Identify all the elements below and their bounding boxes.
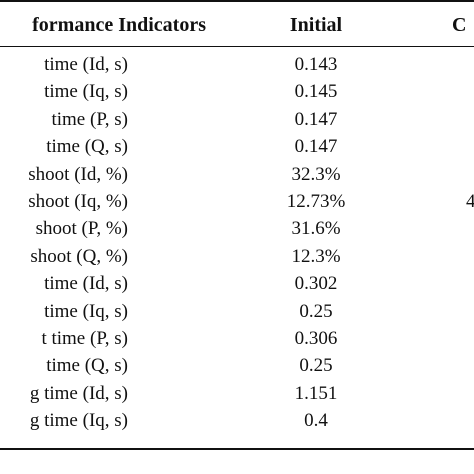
table-row: t time (P, s) 0.306 [0,325,474,352]
indicator-cell: time (Id, s) [44,54,128,75]
table-row: time (Id, s) 0.143 [0,51,474,78]
indicator-cell: time (Iq, s) [44,81,128,103]
table-row: g time (Iq, s) 0.4 [0,407,474,434]
header-performance-indicators: formance Indicators [32,14,206,36]
indicator-cell: t time (P, s) [41,327,128,349]
table-row: time (P, s) 0.147 [0,106,474,133]
table-row: shoot (P, %) 31.6% [0,215,474,242]
indicator-cell: g time (Id, s) [29,382,128,404]
initial-value-cell: 31.6% [291,218,341,240]
table-row: shoot (Iq, %) 12.73% 4 [0,188,474,215]
table-header-rule [0,46,474,47]
table-row: time (Q, s) 0.25 [0,352,474,379]
table-row: g time (Id, s) 1.151 [0,380,474,407]
initial-value-cell: 12.73% [286,190,346,212]
initial-value-cell: 0.25 [299,300,333,322]
indicator-cell: shoot (Iq, %) [28,190,128,212]
initial-value-cell: 0.4 [304,410,328,432]
initial-value-cell: 0.145 [294,81,338,103]
table-row: time (Q, s) 0.147 [0,133,474,160]
table-row: time (Iq, s) 0.145 [0,78,474,105]
initial-value-cell: 1.151 [294,382,338,404]
next-column-cell: 4 [466,190,474,212]
header-next-column: C [452,14,467,36]
initial-value-cell: 0.147 [294,136,338,158]
table-top-rule [0,0,474,2]
initial-value-cell: 0.143 [294,54,338,75]
initial-value-cell: 32.3% [291,163,341,185]
indicator-cell: time (P, s) [51,108,128,130]
indicator-cell: g time (Iq, s) [29,410,128,432]
initial-value-cell: 0.147 [294,108,338,130]
indicator-cell: time (Q, s) [46,355,128,377]
indicator-cell: shoot (Q, %) [30,245,128,267]
indicator-cell: time (Q, s) [46,136,128,158]
header-initial: Initial [289,14,343,36]
table-row: time (Id, s) 0.302 [0,270,474,297]
initial-value-cell: 0.302 [294,273,338,295]
table-row: time (Iq, s) 0.25 [0,298,474,325]
table-bottom-rule [0,448,474,450]
initial-value-cell: 0.306 [294,327,338,349]
initial-value-cell: 12.3% [291,245,341,267]
table-row: shoot (Q, %) 12.3% [0,243,474,270]
indicator-cell: time (Iq, s) [44,300,128,322]
indicator-cell: shoot (Id, %) [28,163,128,185]
initial-value-cell: 0.25 [299,355,333,377]
indicator-cell: shoot (P, %) [35,218,128,240]
indicator-cell: time (Id, s) [44,273,128,295]
table-body: time (Id, s) 0.143 time (Iq, s) 0.145 ti… [0,51,474,434]
table-header-row: formance Indicators Initial C [0,6,474,44]
table-row: shoot (Id, %) 32.3% [0,161,474,188]
